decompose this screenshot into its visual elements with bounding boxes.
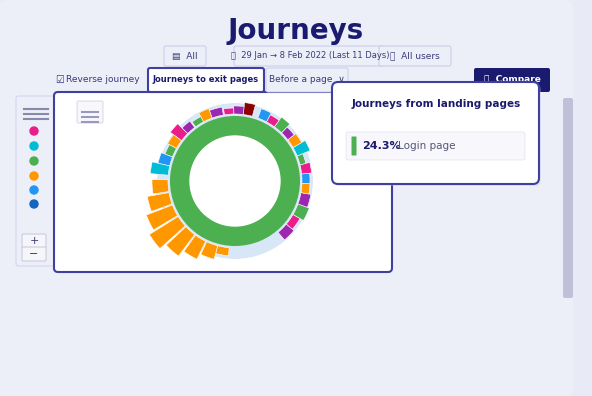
FancyBboxPatch shape — [234, 46, 386, 66]
Circle shape — [30, 186, 38, 194]
FancyBboxPatch shape — [77, 101, 103, 123]
Wedge shape — [155, 101, 315, 261]
Wedge shape — [298, 192, 311, 208]
Circle shape — [30, 157, 38, 165]
Text: Journeys to exit pages: Journeys to exit pages — [153, 76, 259, 84]
Wedge shape — [158, 153, 172, 166]
Wedge shape — [147, 192, 172, 211]
Text: 👥  All users: 👥 All users — [390, 51, 440, 61]
Text: −: − — [30, 249, 38, 259]
FancyBboxPatch shape — [148, 68, 264, 92]
Text: Journeys: Journeys — [228, 17, 364, 45]
Wedge shape — [192, 116, 204, 127]
FancyBboxPatch shape — [22, 247, 46, 261]
Wedge shape — [168, 135, 182, 148]
Wedge shape — [278, 224, 294, 240]
Text: 24.3%: 24.3% — [362, 141, 401, 151]
Circle shape — [190, 136, 280, 226]
Wedge shape — [149, 217, 185, 249]
Text: Before a page  ∨: Before a page ∨ — [269, 76, 345, 84]
Wedge shape — [182, 121, 195, 133]
Wedge shape — [243, 103, 255, 116]
Wedge shape — [201, 242, 218, 259]
Text: Journeys from landing pages: Journeys from landing pages — [352, 99, 521, 109]
FancyBboxPatch shape — [474, 68, 550, 92]
FancyBboxPatch shape — [346, 132, 525, 160]
Text: Reverse journey: Reverse journey — [66, 76, 140, 84]
FancyBboxPatch shape — [266, 68, 348, 92]
FancyBboxPatch shape — [0, 0, 573, 396]
Wedge shape — [170, 124, 188, 141]
Wedge shape — [210, 107, 223, 118]
Wedge shape — [301, 183, 310, 194]
Text: ▤  All: ▤ All — [172, 51, 198, 61]
Wedge shape — [150, 162, 170, 175]
Wedge shape — [166, 227, 195, 256]
FancyBboxPatch shape — [164, 46, 206, 66]
FancyBboxPatch shape — [22, 234, 46, 248]
Text: +: + — [30, 236, 38, 246]
Text: ☑: ☑ — [55, 75, 64, 85]
Wedge shape — [165, 145, 176, 157]
Wedge shape — [293, 141, 310, 156]
Text: Ⓢ  Compare: Ⓢ Compare — [484, 76, 540, 84]
FancyBboxPatch shape — [379, 46, 451, 66]
Wedge shape — [266, 115, 279, 127]
Wedge shape — [184, 235, 205, 259]
FancyBboxPatch shape — [332, 82, 539, 184]
Wedge shape — [274, 117, 290, 133]
Circle shape — [30, 127, 38, 135]
Circle shape — [30, 142, 38, 150]
FancyBboxPatch shape — [563, 98, 573, 298]
Wedge shape — [170, 116, 300, 246]
Wedge shape — [234, 106, 244, 114]
FancyBboxPatch shape — [16, 96, 58, 266]
Wedge shape — [152, 179, 169, 194]
Wedge shape — [215, 246, 229, 256]
Text: Login page: Login page — [398, 141, 455, 151]
Wedge shape — [288, 133, 302, 147]
Wedge shape — [146, 205, 178, 230]
Wedge shape — [297, 154, 306, 165]
FancyBboxPatch shape — [334, 84, 541, 186]
Wedge shape — [199, 109, 212, 122]
Circle shape — [30, 172, 38, 180]
FancyBboxPatch shape — [352, 137, 356, 156]
FancyBboxPatch shape — [54, 92, 392, 272]
Circle shape — [30, 200, 38, 208]
Wedge shape — [224, 108, 234, 115]
Wedge shape — [282, 127, 294, 140]
Wedge shape — [302, 173, 310, 184]
Wedge shape — [157, 103, 313, 259]
Wedge shape — [287, 215, 300, 229]
Wedge shape — [300, 162, 311, 174]
Wedge shape — [258, 109, 271, 122]
Wedge shape — [293, 204, 309, 221]
Text: 📅  29 Jan → 8 Feb 2022 (Last 11 Days): 📅 29 Jan → 8 Feb 2022 (Last 11 Days) — [231, 51, 390, 61]
